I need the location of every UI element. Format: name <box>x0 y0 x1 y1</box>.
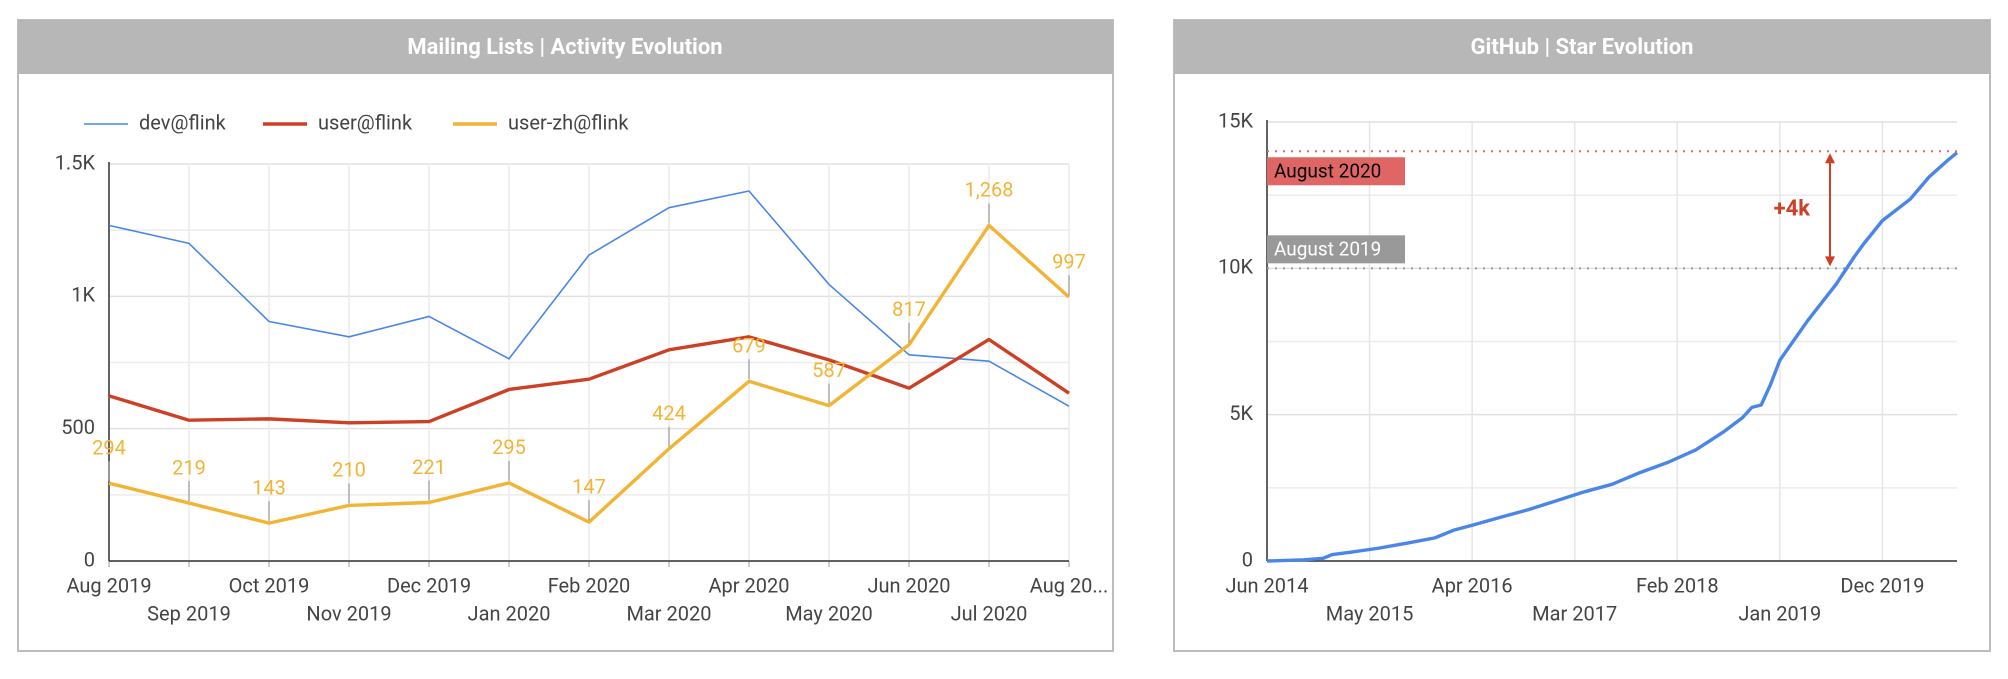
x-tick-label: Jan 2019 <box>1738 601 1821 625</box>
x-tick-label: Mar 2020 <box>626 601 711 625</box>
reference-label: August 2020 <box>1274 159 1381 182</box>
reference-label-box <box>1267 157 1405 186</box>
y-tick-label: 0 <box>1242 547 1253 571</box>
x-tick-label: Feb 2018 <box>1636 573 1719 597</box>
legend-label: user@flink <box>318 110 413 134</box>
x-tick-label: Aug 20... <box>1030 573 1108 597</box>
panel-header <box>18 20 1113 74</box>
y-tick-label: 0 <box>84 547 95 571</box>
data-label: 210 <box>332 458 366 482</box>
data-label: 997 <box>1052 249 1086 273</box>
y-tick-label: 1K <box>71 283 95 307</box>
x-tick-label: Dec 2019 <box>1840 573 1924 597</box>
annotation-text: +4k <box>1774 197 1811 222</box>
x-tick-label: Jul 2020 <box>951 601 1028 625</box>
data-label: 817 <box>892 297 926 321</box>
x-tick-label: Feb 2020 <box>548 573 631 597</box>
x-tick-label: May 2015 <box>1326 601 1414 625</box>
data-label: 1,268 <box>965 178 1014 202</box>
reference-label-box <box>1267 235 1405 264</box>
chart-title: Mailing Lists | Activity Evolution <box>407 35 722 60</box>
x-tick-label: Jun 2014 <box>1225 573 1308 597</box>
x-tick-label: Sep 2019 <box>147 601 231 625</box>
arrow-head <box>1825 153 1835 164</box>
series-line <box>108 223 1071 525</box>
x-tick-label: Apr 2016 <box>1432 573 1513 597</box>
data-label: 219 <box>172 455 206 479</box>
data-label: 679 <box>732 334 766 358</box>
x-tick-label: Oct 2019 <box>229 573 310 597</box>
y-tick-label: 500 <box>61 415 95 439</box>
legend-label: user-zh@flink <box>508 110 629 134</box>
data-label: 221 <box>412 455 446 479</box>
chart-title: GitHub | Star Evolution <box>1471 35 1694 60</box>
legend-label: dev@flink <box>139 110 227 134</box>
data-label: 143 <box>252 475 286 499</box>
series-line <box>1266 151 1959 563</box>
series-line <box>108 335 1070 425</box>
x-tick-label: Apr 2020 <box>709 573 790 597</box>
x-tick-label: Jun 2020 <box>867 573 950 597</box>
data-label: 424 <box>652 401 686 425</box>
x-tick-label: Jan 2020 <box>468 601 551 625</box>
data-label: 295 <box>492 435 526 459</box>
panel <box>17 19 1114 652</box>
x-tick-label: Aug 2019 <box>66 573 151 597</box>
data-label: 587 <box>812 358 846 382</box>
arrow-head <box>1825 256 1835 267</box>
y-tick-label: 1.5K <box>55 150 96 174</box>
x-tick-label: Mar 2017 <box>1532 601 1617 625</box>
data-label: 294 <box>92 435 126 459</box>
data-label: 147 <box>572 474 606 498</box>
x-tick-label: May 2020 <box>785 601 873 625</box>
x-tick-label: Dec 2019 <box>387 573 471 597</box>
panel-header <box>1174 20 1990 74</box>
y-tick-label: 10K <box>1218 255 1253 279</box>
series-line <box>108 190 1070 407</box>
reference-label: August 2019 <box>1274 237 1381 260</box>
panel <box>1173 19 1991 652</box>
y-tick-label: 15K <box>1218 108 1253 132</box>
x-tick-label: Nov 2019 <box>306 601 391 625</box>
y-tick-label: 5K <box>1229 401 1253 425</box>
